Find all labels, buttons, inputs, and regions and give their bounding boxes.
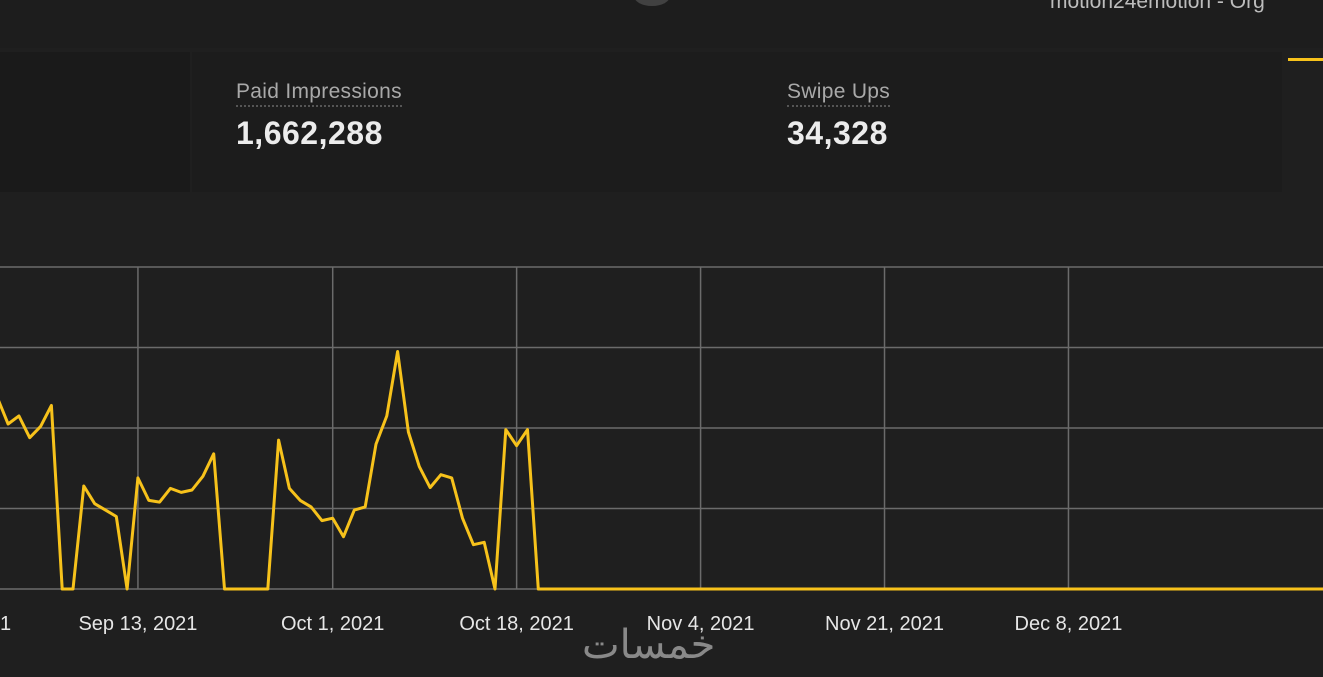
x-tick-label: Sep 13, 2021: [78, 613, 197, 635]
metrics-panel: [192, 52, 1282, 192]
side-panel: [0, 52, 190, 192]
top-bar: motion24emotion - Org: [0, 0, 1323, 48]
metric-value: 1,662,288: [236, 115, 383, 151]
account-name[interactable]: motion24emotion - Org: [1050, 0, 1265, 13]
x-tick-label: Oct 1, 2021: [281, 613, 384, 635]
metric-paid-impressions[interactable]: Paid Impressions 1,662,288: [236, 80, 402, 152]
x-tick-label: Nov 4, 2021: [647, 613, 755, 635]
chart-series: [0, 350, 1323, 591]
watermark: خمسات: [582, 622, 716, 668]
active-tab-indicator: [1288, 58, 1323, 61]
chart-grid: [0, 266, 1323, 590]
x-axis-ticks: 1 Sep 13, 2021 Oct 1, 2021 Oct 18, 2021 Nov …: [0, 613, 1122, 635]
x-tick-label: Dec 8, 2021: [1015, 613, 1123, 635]
series-line: [0, 350, 1323, 591]
x-tick-label: Oct 18, 2021: [459, 613, 574, 635]
metric-swipe-ups[interactable]: Swipe Ups 34,328: [787, 80, 891, 152]
metric-label: Swipe Ups: [787, 80, 891, 107]
x-tick-label: 1: [0, 613, 11, 635]
metric-value: 34,328: [787, 115, 888, 151]
avatar[interactable]: [634, 0, 670, 6]
metric-label: Paid Impressions: [236, 80, 402, 107]
x-tick-label: Nov 21, 2021: [825, 613, 944, 635]
